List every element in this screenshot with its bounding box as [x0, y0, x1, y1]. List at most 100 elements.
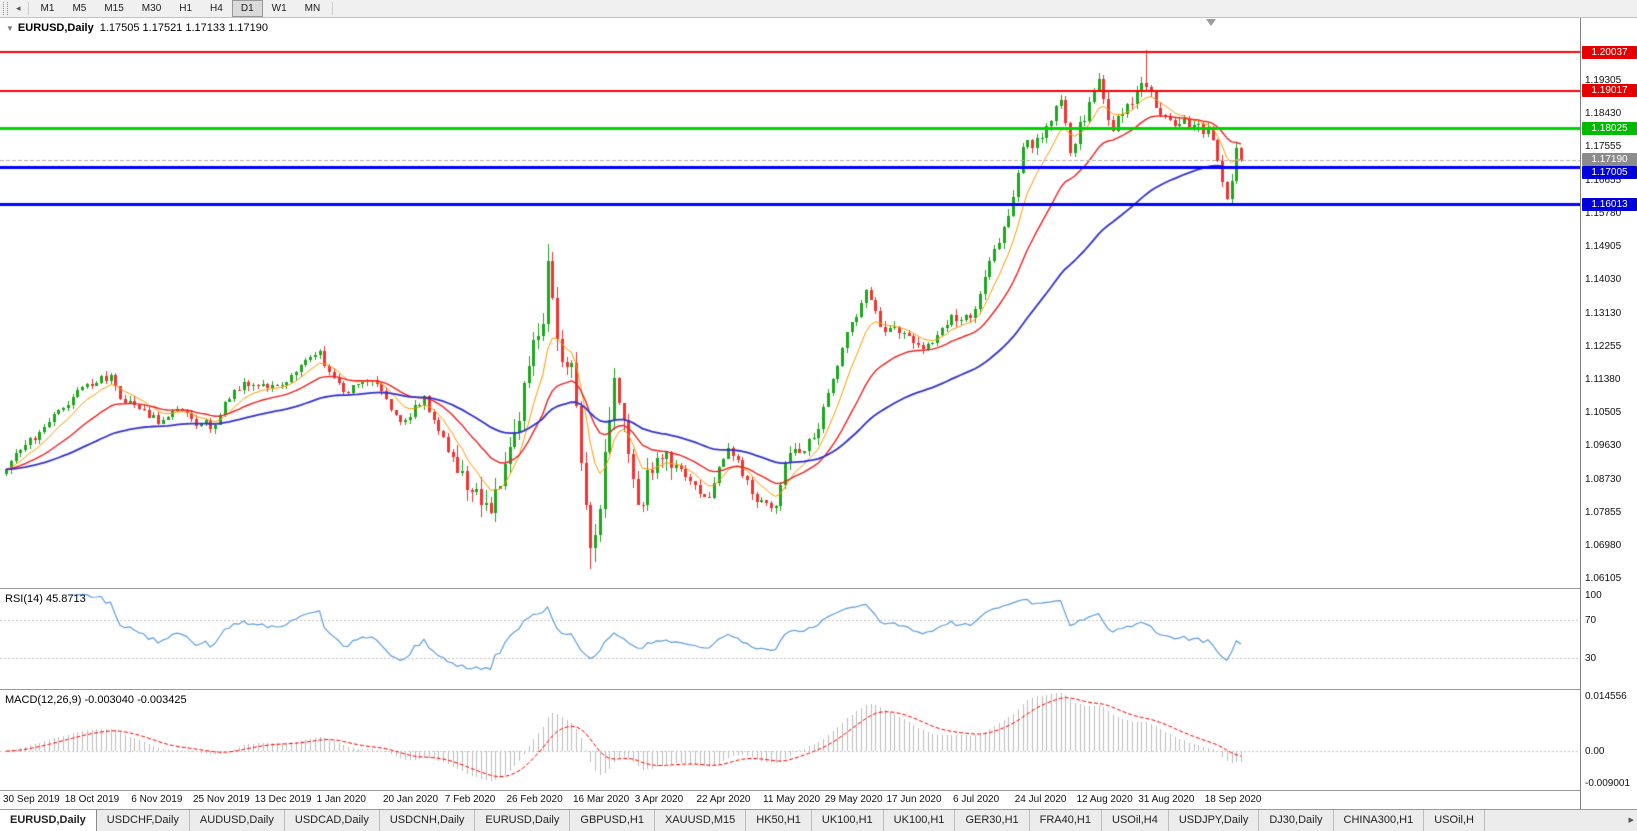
toolbar-separator [332, 2, 334, 15]
chart-title: ▼ EURUSD,Daily 1.17505 1.17521 1.17133 1.1… [6, 22, 268, 34]
macd-indicator-label: MACD(12,26,9) -0.003040 -0.003425 [5, 694, 187, 706]
chart-tab-eurusd-daily[interactable]: EURUSD,Daily [475, 810, 571, 831]
chart-tab-gbpusd-h1[interactable]: GBPUSD,H1 [570, 810, 655, 831]
toolbar-grip[interactable] [3, 2, 8, 15]
toolbar-separator [27, 2, 29, 15]
timeframe-button-w1[interactable]: W1 [271, 3, 287, 14]
chart-tab-uk100-h1[interactable]: UK100,H1 [883, 810, 956, 831]
price-tick-label: 1.17555 [1585, 140, 1622, 152]
chart-tab-usoil-h4[interactable]: USOil,H4 [1102, 810, 1169, 831]
chart-tab-usdcad-daily[interactable]: USDCAD,Daily [284, 810, 380, 831]
time-axis-label: 20 Jan 2020 [383, 794, 439, 805]
panel-separator[interactable] [0, 588, 1637, 589]
time-axis-label: 13 Dec 2019 [254, 794, 312, 805]
time-axis-label: 6 Jul 2020 [953, 794, 1000, 805]
chart-tab-xauusd-m15[interactable]: XAUUSD,M15 [654, 810, 747, 831]
rsi-scale-label: 30 [1585, 652, 1597, 664]
macd-scale-label: 0.00 [1585, 746, 1605, 758]
toolbar-overflow-icon[interactable]: ◂ [16, 3, 21, 13]
chart-tab-uk100-h1[interactable]: UK100,H1 [811, 810, 884, 831]
chart-symbol-label: EURUSD,Daily [17, 22, 94, 34]
time-axis-label: 11 May 2020 [763, 794, 821, 805]
price-tick-label: 1.14030 [1585, 273, 1622, 285]
rsi-scale-label: 100 [1585, 590, 1602, 601]
rsi-indicator-label: RSI(14) 45.8713 [5, 593, 86, 605]
rsi-value: 45.8713 [45, 593, 86, 605]
price-chart-canvas[interactable] [0, 18, 1580, 588]
price-level-badge: 1.17190 [1582, 153, 1637, 167]
timeframe-button-h4[interactable]: H4 [210, 3, 223, 14]
time-axis-label: 22 Apr 2020 [696, 794, 751, 805]
chart-tab-fra40-h1[interactable]: FRA40,H1 [1029, 810, 1102, 831]
chart-tab-usdjpy-daily[interactable]: USDJPY,Daily [1168, 810, 1260, 831]
price-level-badge: 1.20037 [1582, 45, 1637, 59]
chart-tab-usdchf-daily[interactable]: USDCHF,Daily [96, 810, 190, 831]
chart-tab-audusd-daily[interactable]: AUDUSD,Daily [189, 810, 285, 831]
price-tick-label: 1.06105 [1585, 572, 1622, 584]
price-tick-label: 1.14905 [1585, 240, 1622, 252]
macd-name: MACD(12,26,9) [5, 694, 82, 706]
price-tick-label: 1.06980 [1585, 539, 1622, 551]
price-tick-label: 1.12255 [1585, 340, 1622, 352]
timeframe-button-m1[interactable]: M1 [40, 3, 55, 14]
axis-separator [0, 790, 1637, 791]
chart-tabs-bar: EURUSD,Daily USDCHF,Daily AUDUSD,Daily USDC… [0, 809, 1637, 831]
timeframe-button-m5[interactable]: M5 [72, 3, 87, 14]
time-axis-label: 24 Jul 2020 [1014, 794, 1067, 805]
time-axis-label: 16 Mar 2020 [573, 794, 630, 805]
price-tick-label: 1.13130 [1585, 307, 1622, 319]
tabs-scroll-right-icon[interactable]: ▸ [1628, 814, 1634, 826]
time-axis-label: 17 Jun 2020 [886, 794, 942, 805]
time-axis-label: 29 May 2020 [824, 794, 883, 805]
time-axis-label: 31 Aug 2020 [1138, 794, 1195, 805]
price-tick-label: 1.19305 [1585, 74, 1622, 86]
chart-tab-dj30-daily[interactable]: DJ30,Daily [1259, 810, 1334, 831]
time-axis-label: 18 Sep 2020 [1204, 794, 1262, 805]
timeframe-toolbar: ◂ M1 M5 M15 M30 H1 H4 D1 W1 MN [0, 0, 1637, 18]
macd-scale-label: 0.014556 [1585, 691, 1627, 702]
time-axis-label: 30 Sep 2019 [3, 794, 60, 805]
chart-tab-china300-h1[interactable]: CHINA300,H1 [1333, 810, 1425, 831]
price-tick-label: 1.08730 [1585, 473, 1622, 485]
macd-values: -0.003040 -0.003425 [84, 694, 187, 706]
chart-tab-usoil-h[interactable]: USOil,H [1424, 810, 1485, 831]
chart-tab-hk50-h1[interactable]: HK50,H1 [746, 810, 812, 831]
macd-panel-canvas[interactable] [0, 690, 1580, 790]
rsi-scale-label: 70 [1585, 615, 1597, 627]
chart-area: ▼ EURUSD,Daily 1.17505 1.17521 1.17133 1.1… [0, 18, 1637, 809]
time-axis-label: 25 Nov 2019 [193, 794, 250, 805]
time-axis-label: 12 Aug 2020 [1076, 794, 1133, 805]
time-axis-label: 18 Oct 2019 [64, 794, 120, 805]
chart-ohlc-values: 1.17505 1.17521 1.17133 1.17190 [99, 22, 268, 34]
timeframe-button-d1[interactable]: D1 [231, 0, 263, 17]
timeframe-button-h1[interactable]: H1 [179, 3, 193, 14]
price-tick-label: 1.11380 [1585, 373, 1621, 385]
time-axis[interactable]: 30 Sep 2019 18 Oct 2019 6 Nov 2019 25 Nov 2… [0, 791, 1580, 809]
timeframe-button-m15[interactable]: M15 [104, 3, 124, 14]
panel-separator[interactable] [0, 689, 1637, 690]
macd-scale-label: -0.009001 [1585, 778, 1631, 789]
chart-tab-eurusd-daily[interactable]: EURUSD,Daily [0, 810, 97, 831]
chart-collapse-icon[interactable]: ▼ [6, 24, 14, 33]
price-level-badge: 1.19017 [1582, 84, 1637, 98]
time-axis-label: 6 Nov 2019 [131, 794, 183, 805]
timeframe-button-m30[interactable]: M30 [141, 3, 162, 14]
rsi-panel-canvas[interactable] [0, 589, 1580, 689]
chart-tab-ger30-h1[interactable]: GER30,H1 [955, 810, 1030, 831]
price-tick-label: 1.16655 [1585, 174, 1622, 186]
price-level-badge: 1.16013 [1582, 197, 1637, 211]
timeframe-button-mn[interactable]: MN [304, 3, 321, 14]
price-tick-label: 1.10505 [1585, 406, 1622, 418]
time-axis-label: 26 Feb 2020 [506, 794, 563, 805]
price-tick-label: 1.18430 [1585, 107, 1622, 119]
rsi-name: RSI(14) [5, 593, 43, 605]
price-tick-label: 1.09630 [1585, 439, 1622, 451]
price-level-badge: 1.17005 [1582, 166, 1637, 180]
price-tick-label: 1.07855 [1585, 506, 1622, 518]
price-tick-label: 1.15780 [1585, 207, 1622, 219]
chart-shift-marker[interactable] [1206, 19, 1216, 26]
chart-tab-usdcnh-daily[interactable]: USDCNH,Daily [379, 810, 476, 831]
price-level-badge: 1.18025 [1582, 121, 1637, 135]
time-axis-label: 1 Jan 2020 [316, 794, 367, 805]
price-axis[interactable]: 1.19305 1.18430 1.17555 1.16655 1.15780 1.149… [1580, 18, 1637, 809]
